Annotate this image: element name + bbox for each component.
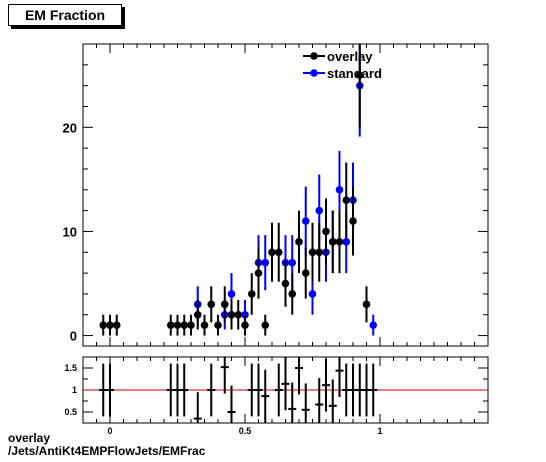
overlay-point — [106, 321, 114, 329]
legend-label-standard: standard — [327, 66, 382, 81]
standard-point — [335, 185, 344, 194]
overlay-point — [322, 227, 330, 236]
legend-marker-standard — [310, 69, 318, 77]
overlay-point — [335, 238, 344, 246]
overlay-point — [180, 321, 189, 329]
overlay-point — [274, 248, 283, 257]
overlay-point — [301, 269, 310, 277]
overlay-point — [355, 71, 364, 80]
standard-point — [308, 290, 317, 298]
overlay-point — [207, 300, 216, 309]
overlay-point — [241, 321, 249, 329]
standard-point — [288, 258, 297, 267]
overlay-point — [99, 321, 108, 329]
overlay-point — [187, 321, 195, 329]
overlay-point — [166, 321, 175, 329]
ratio-y-tick-label: 1.5 — [64, 363, 77, 373]
overlay-point — [308, 248, 317, 257]
overlay-point — [328, 238, 337, 246]
overlay-point — [288, 290, 297, 298]
ratio-x-tick-label: 0 — [107, 426, 112, 436]
overlay-point — [220, 300, 229, 309]
ratio-x-tick-label: 1 — [377, 426, 382, 436]
legend-label-overlay: overlay — [327, 49, 373, 64]
overlay-point — [342, 196, 351, 205]
footer-caption: overlay /Jets/AntiKt4EMPFlowJets/EMFrac — [8, 432, 205, 458]
ratio-plot-frame: 0.5 1 1.5 0 0.5 1 — [64, 356, 489, 436]
standard-point — [261, 258, 270, 267]
main-y-tick-label: 10 — [63, 224, 77, 239]
overlay-point — [254, 269, 263, 277]
standard-point — [315, 206, 324, 215]
main-y-tick-label: 0 — [70, 329, 77, 344]
ratio-y-tick-label: 0.5 — [64, 407, 77, 417]
overlay-point — [268, 248, 276, 257]
main-plot-points — [99, 44, 378, 336]
overlay-point — [295, 238, 303, 246]
overlay-point — [193, 310, 202, 319]
standard-point — [227, 290, 236, 298]
overlay-point — [362, 300, 371, 309]
standard-point — [342, 238, 351, 246]
overlay-point — [315, 248, 324, 257]
standard-point — [369, 321, 378, 329]
overlay-point — [261, 321, 270, 329]
standard-point — [301, 217, 310, 225]
overlay-point — [112, 321, 121, 329]
footer-line-1: overlay — [8, 431, 51, 445]
overlay-point — [214, 321, 222, 329]
overlay-point — [173, 321, 182, 329]
legend-marker-overlay — [310, 52, 318, 60]
ratio-plot-points — [99, 357, 378, 423]
overlay-point — [234, 310, 243, 319]
ratio-x-tick-label: 0.5 — [239, 426, 252, 436]
overlay-point — [247, 290, 256, 298]
footer-line-2: /Jets/AntiKt4EMPFlowJets/EMFrac — [8, 444, 206, 458]
main-plot-frame: 0 10 20 — [63, 43, 489, 347]
overlay-point — [281, 279, 290, 288]
overlay-point — [227, 310, 236, 319]
plot-title: EM Fraction — [8, 4, 122, 26]
ratio-y-tick-label: 1 — [72, 385, 77, 395]
legend: overlay standard — [303, 49, 382, 81]
main-y-tick-label: 20 — [63, 120, 77, 135]
overlay-point — [349, 217, 357, 225]
overlay-point — [200, 321, 209, 329]
